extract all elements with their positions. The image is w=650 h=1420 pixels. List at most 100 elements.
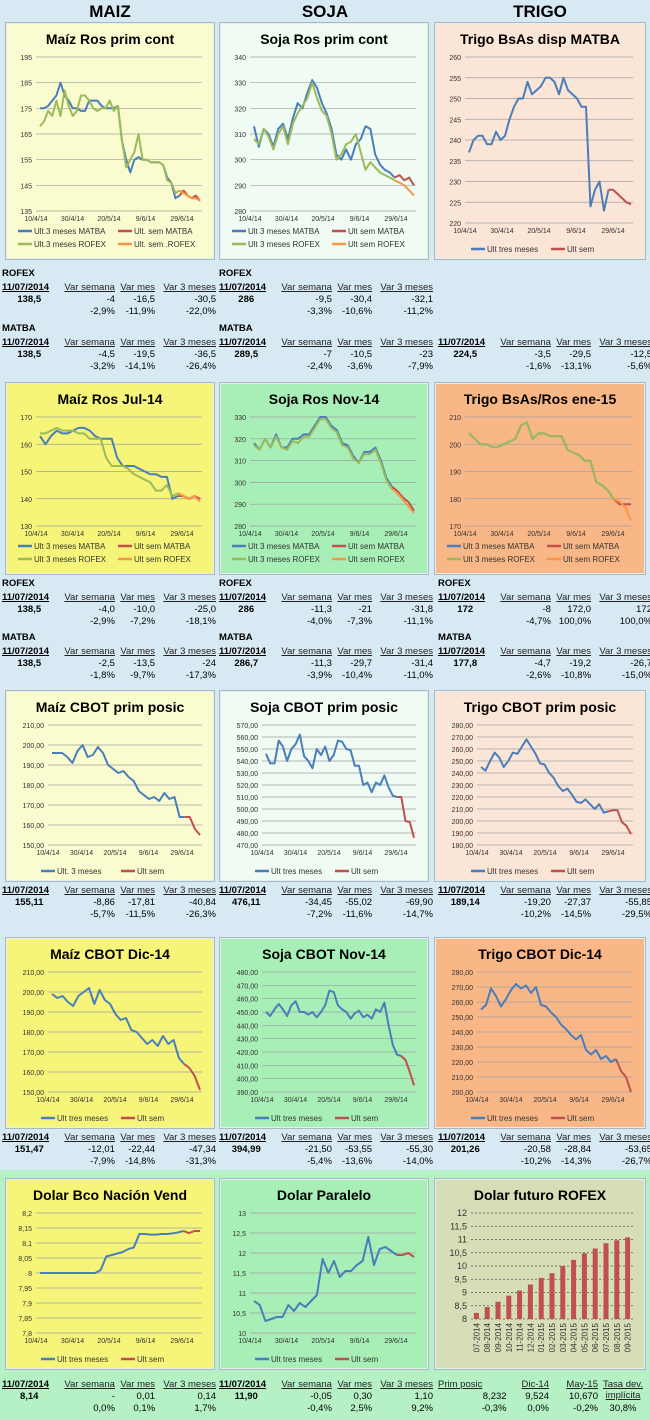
x-tick-label: 10/4/14 [238, 1338, 261, 1345]
y-tick-label: 12 [457, 1208, 467, 1218]
var-3-meses-value: -31,4 [411, 657, 433, 669]
last-price: 138,5 [17, 657, 42, 669]
var-mes-header: Var mes [120, 645, 156, 657]
chart-title: Soja Ros Nov-14 [268, 391, 380, 407]
chart-svg: 180,00 190,00 200,00 210,00 220,00 230,00 240,… [452, 723, 633, 876]
chart-panel-dolar-futuro-rofex: Dolar futuro ROFEX 8 8,5 9 9,5 10 10,5 11 11,5 12… [434, 1178, 646, 1370]
y-tick-label: 550,00 [237, 747, 259, 754]
y-tick-label: 8,1 [22, 1241, 32, 1248]
var-semana-header: Var semana [281, 884, 332, 896]
series-line-ult-sem-rofex [394, 179, 415, 197]
x-tick-label: 30/4/14 [275, 1338, 298, 1345]
var-3-meses-header: Var 3 meses [599, 1131, 650, 1143]
y-tick-label: 180,00 [452, 843, 474, 850]
x-tick-label: 9/6/14 [136, 1338, 156, 1345]
chart-svg: 470,00 480,00 490,00 500,00 510,00 520,00 530,… [237, 723, 416, 876]
market-label: MATBA [438, 632, 472, 643]
legend-label: Ult sem MATBA [563, 542, 620, 551]
var-semana-value: -21,50 [304, 1143, 332, 1155]
y-tick-label: 8,5 [454, 1301, 467, 1311]
var-3-meses-header: Var 3 meses [599, 645, 650, 657]
legend-label: Ult 3 meses MATBA [248, 542, 320, 551]
bar-08-2015 [614, 1240, 620, 1319]
var-mes-value: -13,5 [133, 657, 156, 669]
y-tick-label: 8,15 [18, 1226, 32, 1233]
futuro-header-prim: Prim posic [438, 1378, 483, 1390]
column-header-trigo: TRIGO [513, 2, 567, 21]
x-tick-label: 9/6/14 [350, 531, 370, 538]
y-tick-label: 260,00 [452, 1000, 474, 1007]
y-tick-label: 145 [20, 183, 32, 190]
var-semana-value: -7 [323, 348, 332, 360]
series-line-ult-tres-meses [265, 733, 398, 798]
legend-label: Ult 3 meses ROFEX [248, 555, 321, 564]
legend-label: Ult sem [567, 867, 594, 876]
var-3-meses-header: Var 3 meses [380, 281, 433, 293]
x-tick-label: 30/4/14 [61, 1338, 84, 1345]
series-line-ult-sem [608, 809, 632, 835]
chart-svg: 280 290 300 310 320 330 10/4/14 30/4/14 20/5/14 9… [232, 415, 416, 564]
y-tick-label: 160 [20, 442, 32, 449]
futuro-pct-tasa: 30,8% [609, 1402, 637, 1414]
stats-block: MATBA 11/07/2014 Var semana Var mes Var … [219, 323, 433, 372]
series-line-ult-tres-meses [265, 989, 402, 1057]
x-tick-label: 29/6/14 [601, 850, 624, 857]
var-semana-pct: -7,2% [307, 908, 332, 920]
x-tick-label: 10/4/14 [24, 531, 47, 538]
x-tick-label: 05-2015 [580, 1322, 589, 1352]
x-tick-label: 30/4/14 [284, 850, 307, 857]
y-tick-label: 210 [449, 415, 461, 422]
chart-panel-trigo-bsas-disp: Trigo BsAs disp MATBA 220 225 230 235 240 245 2… [434, 22, 646, 260]
var-semana-header: Var semana [500, 884, 551, 896]
stats-block: MATBA 11/07/2014 Var semana Var mes Var … [2, 323, 216, 372]
x-tick-label: 20/5/14 [527, 228, 550, 235]
var-semana-pct: -1,6% [526, 360, 551, 372]
legend-label: Ult sem [351, 1355, 378, 1364]
chart-title: Trigo CBOT prim posic [463, 699, 617, 715]
legend-label: Ult sem [137, 867, 164, 876]
last-price: 138,5 [17, 348, 42, 360]
y-tick-label: 180 [449, 497, 461, 504]
var-mes-header: Var mes [556, 645, 592, 657]
x-tick-label: 30/4/14 [275, 531, 298, 538]
y-tick-label: 200 [449, 442, 461, 449]
legend-label: Ult tres meses [57, 1355, 108, 1364]
var-3-meses-pct: -22,0% [185, 305, 216, 317]
y-tick-label: 225 [449, 200, 461, 207]
chart-title: Trigo BsAs/Ros ene-15 [463, 391, 617, 407]
x-tick-label: 20/5/14 [311, 1338, 334, 1345]
series-line-ult-sem [615, 1058, 632, 1093]
var-3-meses-pct: -14,0% [402, 1155, 433, 1167]
futuro-header-may15: May-15 [566, 1378, 598, 1390]
var-semana-pct: -7,9% [90, 1155, 115, 1167]
series-line-ult-sem-rofex [613, 497, 632, 521]
x-tick-label: 29/6/14 [384, 216, 407, 223]
x-tick-label: 30/4/14 [499, 850, 522, 857]
date-header: 11/07/2014 [438, 336, 486, 348]
stats-block: ROFEX 11/07/2014 Var semana Var mes Var … [2, 578, 216, 627]
y-tick-label: 400,00 [237, 1077, 259, 1084]
var-semana-value: -8 [542, 603, 551, 615]
date-header: 11/07/2014 [438, 645, 486, 657]
var-3-meses-value: -24 [202, 657, 216, 669]
series-line-ult-3-meses-matba [39, 426, 179, 500]
y-tick-label: 170 [449, 524, 461, 531]
series-line-ult-sem [183, 1230, 200, 1235]
var-3-meses-value: -23 [419, 348, 433, 360]
legend-label: Ult tres meses [271, 1114, 322, 1123]
var-3-meses-header: Var 3 meses [380, 884, 433, 896]
chart-title: Maíz Ros prim cont [45, 31, 175, 47]
date-header: 11/07/2014 [438, 591, 486, 603]
x-tick-label: 29/6/14 [384, 1097, 407, 1104]
market-label: ROFEX [219, 268, 252, 279]
last-price: 177,8 [453, 657, 478, 669]
var-semana-value: -20,58 [523, 1143, 551, 1155]
y-tick-label: 430,00 [237, 1037, 259, 1044]
chart-title: Maíz Ros Jul-14 [57, 391, 163, 407]
var-mes-header: Var mes [337, 1131, 373, 1143]
series-line-ult-sem [184, 816, 201, 836]
y-tick-label: 150,00 [23, 1090, 45, 1097]
var-mes-value: -21 [358, 603, 373, 615]
y-tick-label: 140 [20, 497, 32, 504]
x-tick-label: 10/4/14 [250, 850, 273, 857]
